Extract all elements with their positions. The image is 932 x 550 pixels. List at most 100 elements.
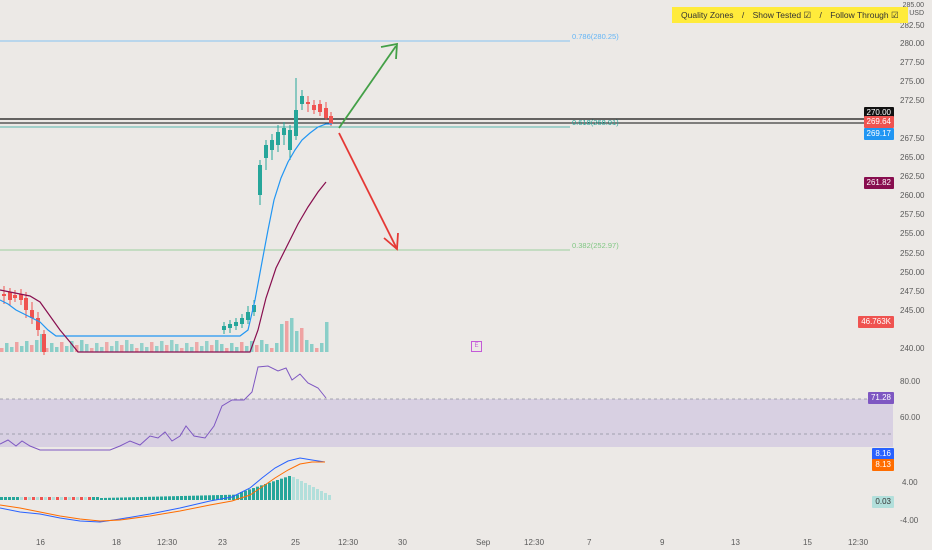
histogram-bar bbox=[12, 497, 15, 500]
histogram-bar bbox=[180, 496, 183, 500]
time-tick: 18 bbox=[112, 538, 121, 547]
histogram-bar bbox=[216, 495, 219, 500]
currency-label: 285.00 USD bbox=[902, 2, 924, 18]
candle-body bbox=[228, 324, 232, 328]
volume-bar bbox=[165, 345, 169, 352]
volume-bar bbox=[205, 341, 209, 352]
histogram-bar bbox=[36, 497, 39, 500]
price-tick: 257.50 bbox=[900, 210, 925, 219]
quality-zones-label[interactable]: Quality Zones bbox=[681, 10, 734, 20]
separator: / bbox=[741, 10, 745, 20]
histogram-bar bbox=[88, 497, 91, 500]
histogram-bar bbox=[164, 496, 167, 500]
histogram-bar bbox=[300, 481, 303, 500]
histogram-bar bbox=[224, 494, 227, 500]
histogram-bar bbox=[304, 483, 307, 500]
volume-bar bbox=[45, 348, 49, 352]
candle-body bbox=[240, 318, 244, 324]
histogram-bar bbox=[92, 497, 95, 500]
histogram-bar bbox=[204, 495, 207, 500]
histogram-bar bbox=[288, 476, 291, 500]
volume-bar bbox=[200, 346, 204, 352]
follow-through-toggle[interactable]: Follow Through ☑ bbox=[830, 10, 899, 20]
volume-bar bbox=[100, 347, 104, 352]
histogram-bar bbox=[168, 496, 171, 500]
macd-tick: -4.00 bbox=[900, 516, 919, 525]
histogram-bar bbox=[280, 478, 283, 500]
volume-bar bbox=[40, 334, 44, 352]
histogram-bar bbox=[116, 497, 119, 500]
candle-body bbox=[288, 130, 292, 150]
histogram-bar bbox=[188, 495, 191, 500]
volume-bar bbox=[175, 344, 179, 352]
macd-line-tag: 8.16 bbox=[872, 448, 894, 460]
volume-bar bbox=[105, 342, 109, 352]
histogram-bar bbox=[8, 497, 11, 500]
price-axis[interactable]: 282.50 280.00 277.50 275.00 272.50 267.5… bbox=[900, 21, 925, 525]
volume-bar bbox=[70, 341, 74, 352]
histogram-bar bbox=[48, 497, 51, 500]
time-axis[interactable]: 16 18 12:30 23 25 12:30 30 Sep 12:30 7 9… bbox=[36, 538, 869, 547]
indicator-settings-banner[interactable]: Quality Zones / Show Tested ☑ / Follow T… bbox=[672, 7, 908, 23]
histogram-bar bbox=[128, 497, 131, 500]
price-tick: 280.00 bbox=[900, 39, 925, 48]
ema-fast-tag: 269.17 bbox=[863, 128, 894, 140]
volume-bar bbox=[55, 347, 59, 352]
earnings-marker[interactable]: E bbox=[471, 341, 482, 352]
histogram-bar bbox=[328, 495, 331, 500]
histogram-bar bbox=[292, 477, 295, 500]
histogram-bar bbox=[200, 495, 203, 500]
fib-0382-label: 0.382(252.97) bbox=[572, 241, 619, 250]
histogram-bar bbox=[16, 497, 19, 500]
macd-line bbox=[0, 457, 326, 523]
histogram-bar bbox=[172, 496, 175, 500]
volume-bar bbox=[155, 346, 159, 352]
histogram-bar bbox=[56, 497, 59, 500]
histogram-bar bbox=[108, 497, 111, 500]
candle-body bbox=[312, 105, 316, 110]
volume-bar bbox=[95, 343, 99, 352]
histogram-bar bbox=[324, 493, 327, 500]
volume-bar bbox=[265, 344, 269, 352]
histogram-bar bbox=[44, 497, 47, 500]
candle-body bbox=[24, 298, 28, 310]
macd-tick: 4.00 bbox=[902, 478, 918, 487]
histogram-bar bbox=[296, 479, 299, 500]
histogram-bar bbox=[4, 497, 7, 500]
histogram-bar bbox=[68, 497, 71, 500]
volume-bar bbox=[140, 343, 144, 352]
histogram-bar bbox=[232, 494, 235, 500]
time-tick: 12:30 bbox=[338, 538, 359, 547]
histogram-bar bbox=[140, 497, 143, 500]
histogram-tag: 0.03 bbox=[872, 496, 894, 508]
histogram-bar bbox=[64, 497, 67, 500]
histogram-bar bbox=[28, 497, 31, 500]
bullish-arrow bbox=[338, 42, 398, 129]
candle-body bbox=[282, 128, 286, 135]
time-tick: 12:30 bbox=[848, 538, 869, 547]
volume-bar bbox=[20, 346, 24, 352]
histogram-bar bbox=[100, 498, 103, 500]
top-price-label: 285.00 bbox=[902, 2, 924, 9]
histogram-bar bbox=[252, 488, 255, 500]
volume-bar bbox=[220, 344, 224, 352]
volume-bar bbox=[150, 342, 154, 352]
ema-fast-line bbox=[0, 123, 332, 337]
signal-line bbox=[0, 461, 325, 522]
price-tick: 247.50 bbox=[900, 287, 925, 296]
histogram-bar bbox=[144, 496, 147, 500]
candle-body bbox=[8, 292, 12, 300]
volume-bar bbox=[90, 348, 94, 352]
histogram-bar bbox=[176, 496, 179, 500]
show-tested-toggle[interactable]: Show Tested ☑ bbox=[752, 10, 812, 20]
rsi-tick: 80.00 bbox=[900, 377, 921, 386]
price-tick: 275.00 bbox=[900, 77, 925, 86]
candle-body bbox=[329, 116, 333, 124]
histogram-bar bbox=[132, 497, 135, 500]
histogram-bar bbox=[284, 477, 287, 500]
histogram-bar bbox=[32, 497, 35, 500]
moving-averages bbox=[0, 123, 332, 353]
separator: / bbox=[819, 10, 822, 20]
volume-bar bbox=[110, 346, 114, 352]
